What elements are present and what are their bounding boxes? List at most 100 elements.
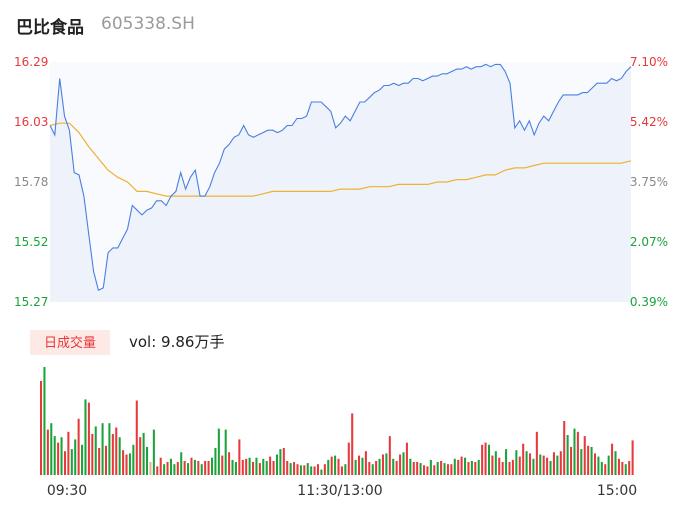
volume-bar bbox=[433, 465, 436, 475]
volume-bar bbox=[104, 445, 108, 475]
volume-bar bbox=[286, 461, 289, 475]
volume-bar bbox=[98, 448, 101, 475]
volume-bar bbox=[128, 453, 131, 475]
volume-bar bbox=[293, 462, 296, 475]
volume-bar bbox=[139, 437, 142, 475]
volume-bar bbox=[546, 457, 549, 475]
price-area-fill bbox=[50, 64, 631, 303]
price-line bbox=[49, 63, 632, 291]
volume-bar bbox=[628, 461, 631, 475]
right-axis-tick-label: 2.07% bbox=[630, 235, 668, 249]
volume-bar bbox=[340, 466, 343, 475]
volume-bar bbox=[132, 444, 135, 475]
volume-bar bbox=[327, 459, 330, 475]
volume-bar bbox=[392, 458, 395, 475]
price-chart: 16.29 16.03 15.78 15.52 15.27 7.10% 5.42% 3.75… bbox=[14, 55, 668, 309]
volume-bar bbox=[436, 462, 439, 475]
volume-badge bbox=[30, 330, 110, 355]
volume-bar bbox=[159, 457, 162, 475]
volume-bar bbox=[429, 459, 432, 475]
volume-bar bbox=[494, 451, 497, 475]
volume-bar bbox=[453, 458, 456, 475]
volume-bar bbox=[320, 469, 323, 475]
volume-bar bbox=[248, 457, 251, 475]
volume-bar bbox=[614, 451, 617, 475]
volume-bar bbox=[388, 436, 391, 475]
volume-bar bbox=[505, 449, 508, 475]
volume-bar bbox=[313, 466, 316, 475]
volume-bar bbox=[142, 432, 145, 475]
volume-bar bbox=[621, 462, 624, 475]
volume-bar bbox=[228, 452, 231, 475]
volume-bar bbox=[402, 452, 405, 475]
volume-bar bbox=[364, 451, 367, 475]
volume-bar bbox=[231, 459, 234, 475]
volume-bar bbox=[43, 367, 46, 475]
volume-bar bbox=[409, 458, 412, 475]
volume-bar bbox=[197, 461, 200, 475]
volume-bar bbox=[306, 463, 309, 475]
volume-bar bbox=[87, 402, 90, 475]
volume-bar bbox=[446, 464, 449, 475]
volume-bar bbox=[470, 461, 473, 475]
volume-bar bbox=[241, 459, 244, 475]
volume-bar bbox=[583, 436, 586, 475]
volume-bar bbox=[580, 449, 583, 475]
volume-bar bbox=[214, 448, 217, 475]
volume-bar bbox=[299, 465, 302, 475]
volume-bar bbox=[289, 463, 292, 475]
volume-bar bbox=[607, 455, 610, 475]
volume-bar bbox=[91, 434, 94, 475]
volume-bar bbox=[375, 461, 378, 475]
volume-bar bbox=[566, 435, 569, 475]
left-axis-tick-label: 16.29 bbox=[14, 55, 48, 69]
time-axis-tick-label: 09:30 bbox=[47, 483, 87, 499]
volume-bar bbox=[252, 462, 255, 475]
volume-bar bbox=[70, 449, 73, 475]
volume-bar bbox=[77, 418, 80, 475]
volume-bar bbox=[310, 466, 313, 475]
volume-bar bbox=[200, 464, 203, 475]
volume-bar bbox=[122, 450, 125, 475]
volume-bar bbox=[351, 413, 354, 475]
volume-bar bbox=[193, 459, 196, 475]
volume-bar bbox=[399, 454, 402, 475]
volume-bar bbox=[631, 440, 634, 475]
time-axis-tick-label: 11:30/13:00 bbox=[297, 483, 382, 499]
volume-bar bbox=[624, 464, 627, 475]
volume-bar bbox=[563, 421, 566, 475]
volume-bar bbox=[460, 456, 463, 475]
volume-bar bbox=[450, 464, 453, 475]
volume-bar bbox=[169, 458, 172, 475]
volume-bar bbox=[101, 423, 104, 475]
volume-bar bbox=[84, 399, 87, 475]
volume-bar bbox=[361, 457, 364, 475]
left-axis: 16.29 16.03 15.78 15.52 15.27 bbox=[14, 55, 48, 309]
volume-bar bbox=[590, 446, 593, 475]
volume-bar bbox=[593, 453, 597, 475]
volume-bar bbox=[337, 458, 340, 475]
volume-bar bbox=[368, 462, 371, 475]
volume-bar bbox=[491, 455, 494, 475]
volume-bar bbox=[487, 444, 491, 475]
volume-bar bbox=[269, 456, 272, 475]
volume-bar bbox=[258, 463, 261, 475]
volume-bar bbox=[535, 431, 538, 475]
right-axis: 7.10% 5.42% 3.75% 2.07% 0.39% bbox=[630, 55, 668, 309]
volume-bar bbox=[604, 464, 607, 475]
volume-bar bbox=[539, 454, 542, 475]
volume-bar bbox=[422, 465, 426, 475]
volume-bar bbox=[440, 461, 443, 475]
volume-bar bbox=[378, 458, 381, 475]
volume-bar bbox=[67, 431, 70, 475]
volume-bar bbox=[217, 428, 220, 475]
volume-bar bbox=[549, 461, 552, 475]
volume-bar bbox=[347, 442, 350, 475]
time-axis-tick-label: 15:00 bbox=[597, 483, 637, 499]
volume-bar bbox=[204, 461, 207, 475]
volume-bar bbox=[221, 455, 224, 475]
volume-bar bbox=[597, 456, 600, 475]
volume-bar bbox=[484, 442, 487, 475]
volume-badge-label: 日成交量 bbox=[44, 335, 96, 351]
volume-bar bbox=[518, 456, 521, 475]
